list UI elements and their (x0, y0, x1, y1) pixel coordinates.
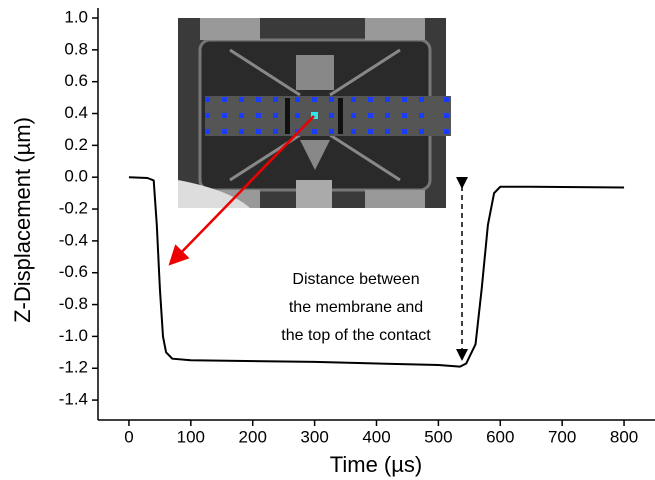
x-tick-label: 300 (300, 427, 328, 446)
y-tick-label: 0.6 (64, 71, 88, 90)
y-tick-label: -0.2 (59, 199, 88, 218)
x-tick-label: 0 (124, 427, 133, 446)
y-tick-label: -1.2 (59, 358, 88, 377)
y-tick-label: 1.0 (64, 7, 88, 26)
data-line (128, 176, 625, 368)
y-tick-label: 0.0 (64, 167, 88, 186)
annotation-line: the membrane and (289, 299, 423, 316)
x-tick-label: 700 (548, 427, 576, 446)
y-axis-label: Z-Displacement (µm) (10, 117, 35, 323)
y-tick-label: 0.4 (64, 103, 88, 122)
y-tick-label: -0.8 (59, 294, 88, 313)
annotation-line: Distance between (292, 271, 419, 288)
annotation-line: the top of the contact (281, 327, 431, 344)
x-axis-label: Time (µs) (330, 452, 423, 477)
y-tick-label: -0.6 (59, 262, 88, 281)
pointer-arrow (168, 115, 315, 266)
x-tick-label: 500 (424, 427, 452, 446)
x-tick-label: 100 (177, 427, 205, 446)
x-tick-label: 200 (239, 427, 267, 446)
x-tick-label: 800 (610, 427, 638, 446)
y-tick-label: 0.8 (64, 39, 88, 58)
y-tick-label: -1.4 (59, 390, 88, 409)
x-tick-label: 600 (486, 427, 514, 446)
x-tick-label: 400 (362, 427, 390, 446)
inset-image (178, 18, 451, 208)
y-tick-label: -0.4 (59, 230, 88, 249)
y-tick-label: 0.2 (64, 135, 88, 154)
y-tick-label: -1.0 (59, 326, 88, 345)
